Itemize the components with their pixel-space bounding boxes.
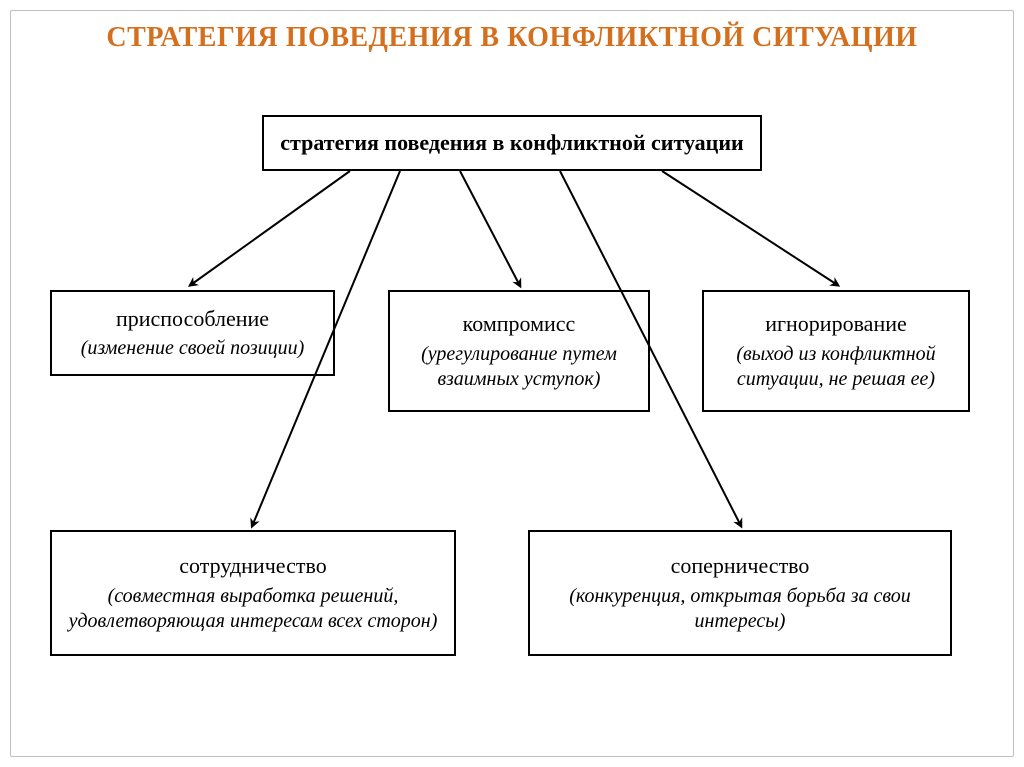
page-title: СТРАТЕГИЯ ПОВЕДЕНИЯ В КОНФЛИКТНОЙ СИТУАЦ… <box>0 22 1024 54</box>
box-cooperation: сотрудничество (совместная выработка реш… <box>50 530 456 656</box>
box-compromise: компромисс (урегулирование путем взаимны… <box>388 290 650 412</box>
compromise-title: компромисс <box>463 310 576 338</box>
cooperation-title: сотрудничество <box>179 552 326 580</box>
compromise-desc: (урегулирование путем взаимных уступок) <box>400 342 638 392</box>
cooperation-desc: (совместная выработка решений, удовлетво… <box>62 584 444 634</box>
root-label: стратегия поведения в конфликтной ситуац… <box>280 130 743 156</box>
root-box: стратегия поведения в конфликтной ситуац… <box>262 115 762 171</box>
box-ignoring: игнорирование (выход из конфликтной ситу… <box>702 290 970 412</box>
rivalry-desc: (конкуренция, открытая борьба за свои ин… <box>540 584 940 634</box>
box-adaptation: приспособление (изменение своей позиции) <box>50 290 335 376</box>
ignoring-title: игнорирование <box>765 310 907 338</box>
box-rivalry: соперничество (конкуренция, открытая бор… <box>528 530 952 656</box>
adaptation-desc: (изменение своей позиции) <box>81 336 305 361</box>
ignoring-desc: (выход из конфликтной ситуации, не решая… <box>714 342 958 392</box>
rivalry-title: соперничество <box>671 552 810 580</box>
adaptation-title: приспособление <box>116 305 269 333</box>
